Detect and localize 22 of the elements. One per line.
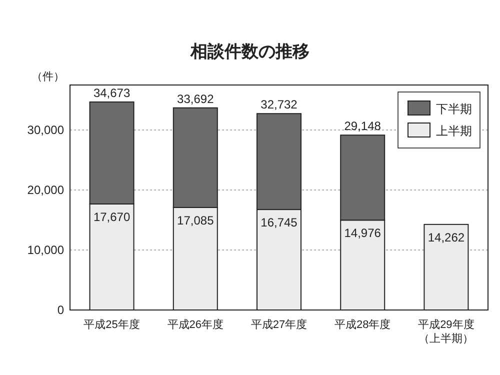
data-label: 16,745 xyxy=(260,216,298,230)
x-tick-label: 平成28年度 xyxy=(334,318,391,331)
y-axis-title: （件） xyxy=(32,71,64,83)
y-tick-label: 20,000 xyxy=(27,183,64,197)
x-tick-label: 平成29年度（上半期） xyxy=(418,318,474,345)
x-tick-label: 平成25年度 xyxy=(84,318,140,331)
data-label: 17,085 xyxy=(177,213,214,228)
total-label: 32,732 xyxy=(260,98,298,112)
chart-title: 相談件数の推移 xyxy=(190,42,310,61)
legend-label: 下半期 xyxy=(436,102,472,116)
y-tick-label: 30,000 xyxy=(27,123,64,137)
legend-label: 上半期 xyxy=(436,124,472,138)
y-tick-label: 0 xyxy=(57,303,64,317)
data-label: 14,976 xyxy=(344,226,382,240)
data-label: 14,262 xyxy=(428,230,465,244)
total-label: 34,673 xyxy=(93,86,130,100)
y-tick-label: 10,000 xyxy=(27,243,64,257)
x-tick-label: 平成27年度 xyxy=(250,318,308,331)
data-label: 17,670 xyxy=(93,210,130,224)
total-label: 29,148 xyxy=(344,119,382,134)
total-label: 33,692 xyxy=(177,92,214,106)
x-tick-label: 平成26年度 xyxy=(167,318,224,331)
